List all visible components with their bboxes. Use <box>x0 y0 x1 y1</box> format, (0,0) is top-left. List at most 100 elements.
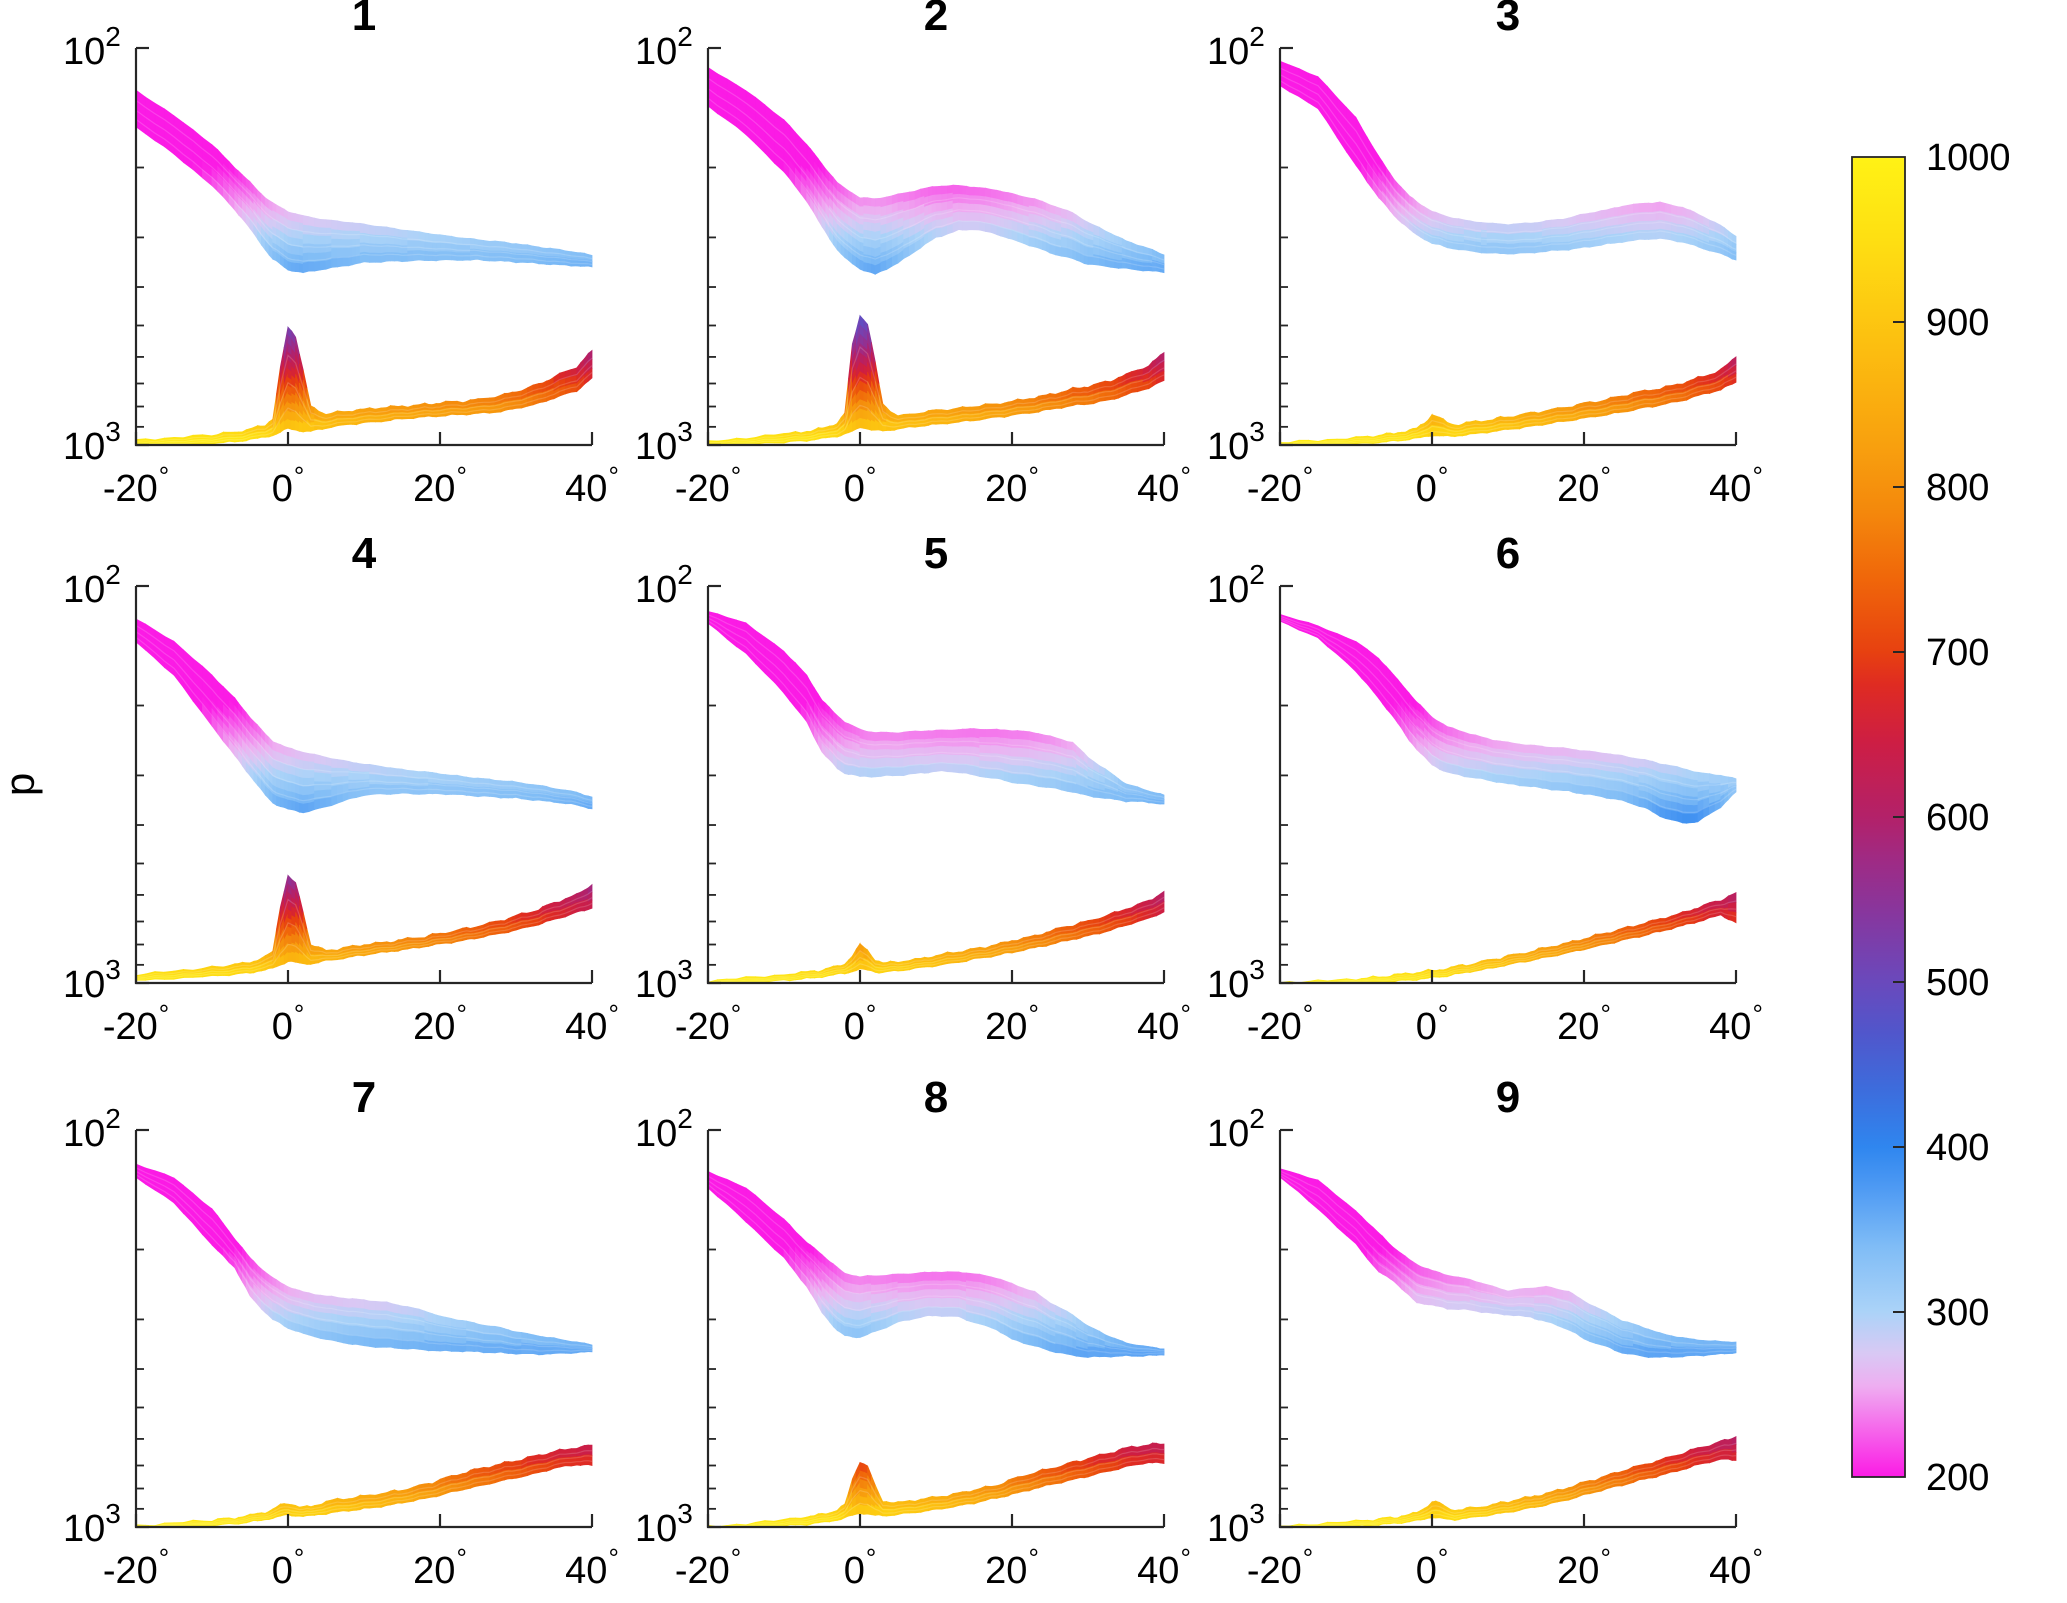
band-segment <box>969 746 975 757</box>
x-tick-label: 0° <box>844 461 877 510</box>
band-segment <box>1614 207 1619 218</box>
band-segment <box>947 1297 954 1308</box>
band-segment <box>352 239 357 249</box>
band-segment <box>1538 753 1543 764</box>
band-segment <box>1496 765 1501 775</box>
band-segment <box>1159 798 1165 805</box>
upper-band <box>708 1171 1165 1358</box>
band-segment <box>1045 760 1051 771</box>
band-segment <box>941 753 948 764</box>
band-segment <box>1524 769 1532 779</box>
band-segment <box>1072 783 1077 794</box>
band-segment <box>871 1275 876 1286</box>
band-segment <box>299 794 304 805</box>
band-segment <box>325 1330 333 1341</box>
band-segment <box>1731 784 1737 796</box>
band-segment <box>867 246 872 257</box>
band-segment <box>359 1308 365 1319</box>
band-segment <box>1049 761 1057 772</box>
band-segment <box>390 1337 395 1349</box>
band-segment <box>413 250 420 262</box>
band-segment <box>903 1301 910 1312</box>
band-segment <box>1475 760 1482 771</box>
band-segment <box>952 1306 960 1317</box>
band-segment <box>397 1304 403 1316</box>
band-segment <box>380 226 388 236</box>
band-segment <box>1007 746 1013 758</box>
band-segment <box>319 218 327 229</box>
band-segment <box>1686 208 1691 220</box>
lower-band <box>708 314 1165 445</box>
band-segment <box>1159 262 1165 274</box>
band-segment <box>587 367 593 383</box>
band-segment <box>1572 215 1577 226</box>
band-segment <box>1045 242 1051 254</box>
band-segment <box>962 737 967 748</box>
plot-area <box>136 618 593 981</box>
band-segment <box>1579 775 1585 787</box>
band-segment <box>990 745 998 755</box>
band-segment <box>314 261 321 272</box>
x-tick-label: 20° <box>1557 999 1611 1048</box>
band-segment <box>291 1287 296 1299</box>
lower-band <box>1280 356 1737 445</box>
band-segment <box>1690 813 1695 824</box>
band-segment <box>299 214 304 225</box>
band-segment <box>990 753 998 763</box>
band-segment <box>1104 380 1112 392</box>
band-segment <box>1500 748 1505 759</box>
band-segment <box>920 1280 925 1291</box>
x-tick-label: 20° <box>413 1543 467 1592</box>
band-segment <box>1004 729 1009 740</box>
band-segment <box>931 1306 937 1317</box>
band-segment <box>337 759 344 769</box>
upper-band <box>136 618 593 814</box>
band-segment <box>1589 211 1596 223</box>
band-segment <box>1610 762 1615 773</box>
band-segment <box>1004 737 1009 748</box>
band-segment <box>390 784 395 795</box>
band-segment <box>375 1310 382 1321</box>
band-segment <box>287 926 293 938</box>
band-segment <box>931 228 937 241</box>
band-segment <box>859 766 865 777</box>
band-striation <box>708 88 1165 266</box>
band-segment <box>515 1338 523 1348</box>
band-segment <box>325 1295 333 1306</box>
band-segment <box>928 230 933 243</box>
band-segment <box>314 217 321 229</box>
band-segment <box>1557 219 1564 228</box>
band-segment <box>1486 242 1494 254</box>
band-segment <box>363 223 371 236</box>
band-segment <box>947 754 954 765</box>
band-segment <box>394 1303 399 1315</box>
x-tick-label: 40° <box>1137 999 1191 1048</box>
band-segment <box>1469 768 1477 779</box>
band-segment <box>1142 254 1150 264</box>
band-segment <box>966 1288 971 1298</box>
band-striation <box>1280 370 1737 445</box>
band-segment <box>314 235 321 245</box>
band-segment <box>314 226 321 237</box>
band-segment <box>308 801 315 813</box>
band-segment <box>996 769 1001 780</box>
band-segment <box>931 186 937 196</box>
band-segment <box>871 1284 876 1296</box>
band-segment <box>342 1324 350 1336</box>
band-segment <box>1538 770 1543 781</box>
band-segment <box>996 189 1001 201</box>
band-segment <box>1617 754 1623 765</box>
band-segment <box>958 211 963 222</box>
band-segment <box>924 1271 929 1282</box>
band-segment <box>314 798 321 811</box>
band-segment <box>1500 233 1505 245</box>
band-segment <box>1049 778 1057 789</box>
band-segment <box>914 763 922 774</box>
x-tick-label: -20° <box>103 461 169 510</box>
band-segment <box>291 420 296 431</box>
band-segment <box>331 238 338 249</box>
band-segment <box>996 207 1001 219</box>
band-segment <box>1061 236 1068 249</box>
band-segment <box>508 1337 513 1347</box>
